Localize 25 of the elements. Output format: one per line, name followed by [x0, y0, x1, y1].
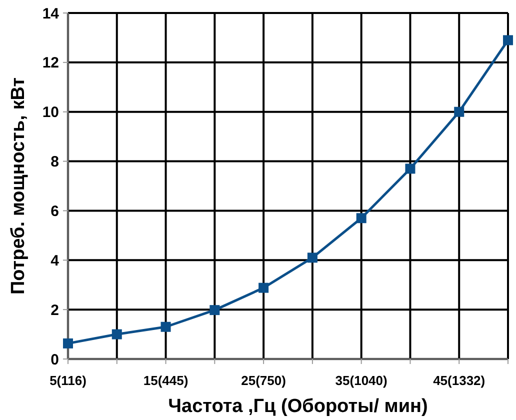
y-tick-label: 0 — [50, 351, 59, 368]
y-tick-label: 12 — [42, 54, 59, 72]
x-axis-title: Частота ,Гц (Обороты/ мин) — [168, 396, 428, 417]
point — [160, 322, 171, 332]
point — [405, 164, 416, 174]
point — [258, 282, 269, 293]
point — [356, 213, 366, 224]
point — [63, 338, 73, 348]
x-tick-label: 25(750) — [241, 373, 286, 388]
x-tick-label: 45(1332) — [433, 373, 486, 388]
x-tick-label: 5(116) — [50, 373, 86, 388]
point — [503, 35, 513, 46]
point — [210, 305, 220, 316]
point — [454, 106, 464, 117]
y-axis-title: Потреб. мощность, кВт — [8, 78, 29, 294]
y-tick-label: 10 — [42, 104, 59, 122]
x-tick-label: 35(1040) — [335, 373, 388, 388]
x-tick-label: 15(445) — [143, 373, 188, 388]
point — [112, 329, 122, 340]
y-tick-label: 6 — [50, 202, 59, 220]
y-tick-label: 2 — [50, 302, 59, 319]
y-tick-label: 8 — [50, 154, 59, 171]
y-tick-label: 14 — [42, 5, 60, 22]
point — [307, 252, 318, 263]
y-tick-label: 4 — [50, 252, 60, 270]
